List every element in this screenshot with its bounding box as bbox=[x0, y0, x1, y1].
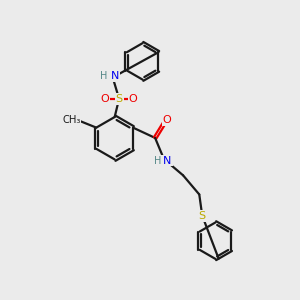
Text: O: O bbox=[163, 115, 171, 125]
Text: N: N bbox=[163, 156, 172, 166]
Text: S: S bbox=[199, 211, 206, 221]
Text: CH₃: CH₃ bbox=[62, 115, 80, 125]
Text: N: N bbox=[110, 71, 119, 81]
Text: H: H bbox=[154, 156, 161, 166]
Text: O: O bbox=[100, 94, 109, 104]
Text: S: S bbox=[116, 94, 123, 104]
Text: O: O bbox=[129, 94, 138, 104]
Text: H: H bbox=[100, 71, 107, 81]
